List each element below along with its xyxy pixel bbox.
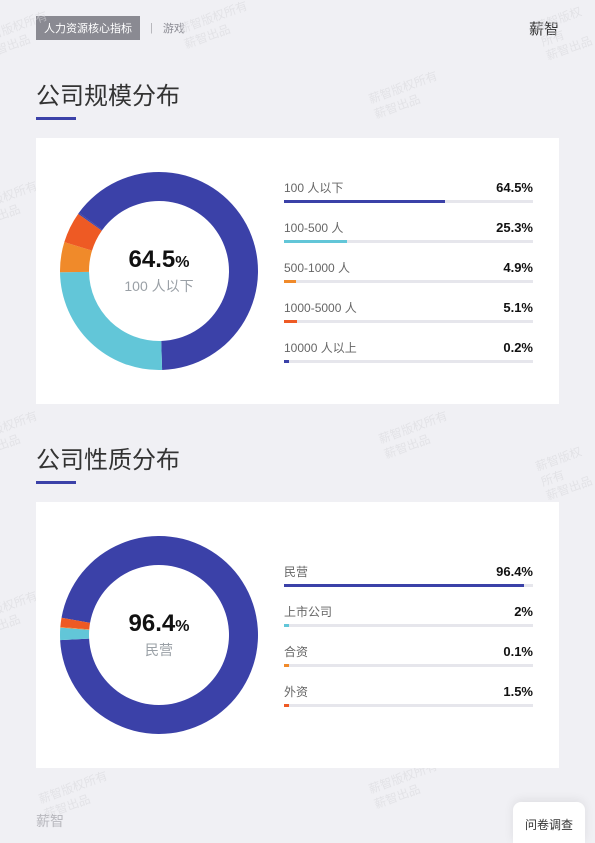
legend-name: 外资 <box>284 683 308 700</box>
donut-center: 64.5%100 人以下 <box>124 246 193 296</box>
legend-value: 1.5% <box>503 684 533 699</box>
legend-bar-fill <box>284 624 289 627</box>
legend: 民营 96.4% 上市公司 2% 合资 0.1% 外资 1.5% <box>284 563 533 707</box>
legend-value: 64.5% <box>496 180 533 195</box>
donut-chart: 64.5%100 人以下 <box>54 166 264 376</box>
legend-row: 合资 0.1% <box>284 643 533 667</box>
legend-row: 1000-5000 人 5.1% <box>284 299 533 323</box>
survey-button[interactable]: 问卷调查 <box>513 802 585 843</box>
donut-chart: 96.4%民营 <box>54 530 264 740</box>
legend-name: 民营 <box>284 563 308 580</box>
header-left: 人力资源核心指标 | 游戏 <box>36 16 185 40</box>
footer-brand: 薪智 <box>36 811 64 831</box>
section-title: 公司规模分布 <box>36 76 595 111</box>
donut-slice <box>60 628 89 640</box>
legend-bar-track <box>284 280 533 283</box>
legend-bar-fill <box>284 200 445 203</box>
title-underline <box>36 117 76 120</box>
legend-name: 100 人以下 <box>284 179 343 196</box>
legend-value: 96.4% <box>496 564 533 579</box>
legend-row: 民营 96.4% <box>284 563 533 587</box>
legend-row: 100-500 人 25.3% <box>284 219 533 243</box>
legend-bar-track <box>284 320 533 323</box>
legend-name: 500-1000 人 <box>284 259 350 276</box>
legend-name: 合资 <box>284 643 308 660</box>
legend-value: 25.3% <box>496 220 533 235</box>
legend-bar-fill <box>284 360 289 363</box>
legend-bar-track <box>284 584 533 587</box>
legend-bar-fill <box>284 704 289 707</box>
donut-center-label: 民营 <box>129 640 190 660</box>
legend-bar-fill <box>284 280 296 283</box>
chart-card: 64.5%100 人以下100 人以下64.5%100-500 人25.3%50… <box>36 138 559 404</box>
legend-bar-fill <box>284 320 297 323</box>
legend: 100 人以下 64.5% 100-500 人 25.3% 500-1000 人 4.9%… <box>284 179 533 363</box>
legend-bar-fill <box>284 240 347 243</box>
legend-row: 上市公司 2% <box>284 603 533 627</box>
donut-center: 96.4%民营 <box>129 610 190 660</box>
survey-label: 问卷调查 <box>525 818 573 832</box>
legend-value: 4.9% <box>503 260 533 275</box>
legend-row: 100 人以下 64.5% <box>284 179 533 203</box>
legend-value: 0.1% <box>503 644 533 659</box>
legend-bar-track <box>284 360 533 363</box>
legend-bar-fill <box>284 664 289 667</box>
header-tag: 人力资源核心指标 <box>36 16 140 40</box>
legend-row: 外资 1.5% <box>284 683 533 707</box>
legend-bar-track <box>284 200 533 203</box>
donut-center-value: 96.4% <box>129 610 190 638</box>
legend-bar-track <box>284 704 533 707</box>
legend-value: 0.2% <box>503 340 533 355</box>
header-divider: | <box>150 22 153 34</box>
legend-row: 500-1000 人 4.9% <box>284 259 533 283</box>
legend-bar-track <box>284 664 533 667</box>
legend-row: 10000 人以上 0.2% <box>284 339 533 363</box>
legend-bar-track <box>284 240 533 243</box>
donut-center-value: 64.5% <box>124 246 193 274</box>
legend-name: 1000-5000 人 <box>284 299 357 316</box>
legend-value: 2% <box>514 604 533 619</box>
footer: 薪智 4 <box>0 811 595 831</box>
legend-value: 5.1% <box>503 300 533 315</box>
legend-name: 100-500 人 <box>284 219 343 236</box>
donut-center-label: 100 人以下 <box>124 276 193 296</box>
legend-name: 10000 人以上 <box>284 339 357 356</box>
section-title: 公司性质分布 <box>36 440 595 475</box>
legend-bar-track <box>284 624 533 627</box>
legend-bar-fill <box>284 584 524 587</box>
chart-card: 96.4%民营民营96.4%上市公司2%合资0.1%外资1.5% <box>36 502 559 768</box>
header: 人力资源核心指标 | 游戏 薪智 <box>0 0 595 40</box>
header-brand: 薪智 <box>529 18 559 39</box>
header-subtag: 游戏 <box>163 20 185 36</box>
legend-name: 上市公司 <box>284 603 332 620</box>
title-underline <box>36 481 76 484</box>
